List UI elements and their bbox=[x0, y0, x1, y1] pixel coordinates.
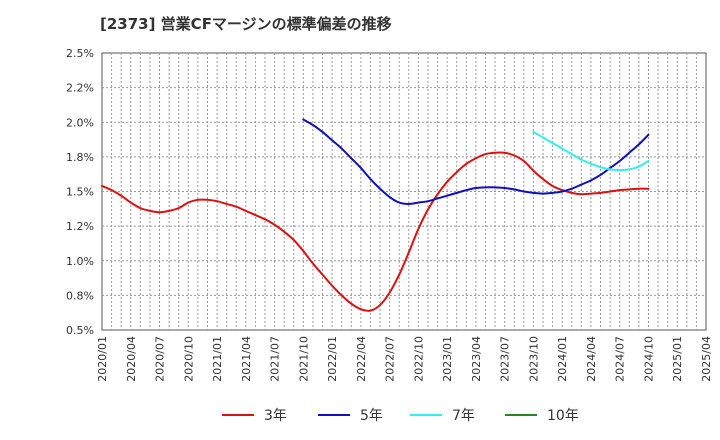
series-line-5年 bbox=[302, 118, 650, 205]
legend-label: 7年 bbox=[452, 408, 475, 424]
y-tick-label: 2.2% bbox=[66, 82, 94, 95]
x-tick-label: 2025/04 bbox=[700, 336, 713, 382]
grid bbox=[102, 53, 706, 330]
x-tick-label: 2022/10 bbox=[412, 336, 425, 382]
x-tick-label: 2024/01 bbox=[556, 336, 569, 382]
x-tick-label: 2023/07 bbox=[499, 336, 512, 382]
x-tick-label: 2025/01 bbox=[671, 336, 684, 382]
y-tick-label: 1.0% bbox=[66, 255, 94, 268]
legend-label: 3年 bbox=[264, 408, 287, 424]
legend-label: 5年 bbox=[360, 408, 383, 424]
x-tick-label: 2021/10 bbox=[297, 336, 310, 382]
x-tick-label: 2020/01 bbox=[96, 336, 109, 382]
series-line-7年 bbox=[532, 130, 650, 172]
x-tick-label: 2021/01 bbox=[211, 336, 224, 382]
x-tick-label: 2023/04 bbox=[470, 336, 483, 382]
y-tick-label: 1.5% bbox=[66, 186, 94, 199]
x-tick-label: 2024/07 bbox=[614, 336, 627, 382]
x-tick-label: 2024/04 bbox=[585, 336, 598, 382]
x-tick-label: 2022/07 bbox=[384, 336, 397, 382]
x-tick-label: 2020/10 bbox=[182, 336, 195, 382]
series-lines bbox=[101, 118, 650, 312]
x-tick-label: 2021/07 bbox=[269, 336, 282, 382]
legend-label: 10年 bbox=[547, 408, 579, 424]
x-tick-label: 2024/10 bbox=[642, 336, 655, 382]
legend: 3年 5年 7年 10年 bbox=[222, 408, 579, 424]
y-tick-label: 1.8% bbox=[66, 151, 94, 164]
x-tick-label: 2023/10 bbox=[527, 336, 540, 382]
x-tick-label: 2020/07 bbox=[154, 336, 167, 382]
x-tick-label: 2023/01 bbox=[441, 336, 454, 382]
x-tick-label: 2021/04 bbox=[240, 336, 253, 382]
x-tick-label: 2022/01 bbox=[326, 336, 339, 382]
y-tick-label: 0.8% bbox=[66, 289, 94, 302]
x-tick-label: 2020/04 bbox=[125, 336, 138, 382]
y-tick-label: 2.5% bbox=[66, 47, 94, 60]
y-tick-label: 2.0% bbox=[66, 116, 94, 129]
y-tick-label: 0.5% bbox=[66, 324, 94, 337]
y-tick-label: 1.2% bbox=[66, 220, 94, 233]
x-axis-ticks: 2020/01 2020/04 2020/07 2020/10 2021/01 2021/… bbox=[96, 336, 713, 382]
y-axis-ticks: 0.5% 0.8% 1.0% 1.2% 1.5% 1.8% 2.0% 2.2% 2.5% bbox=[66, 47, 94, 337]
x-tick-label: 2022/04 bbox=[355, 336, 368, 382]
series-line-3年 bbox=[101, 151, 650, 312]
chart-title: [2373] 営業CFマージンの標準偏差の推移 bbox=[100, 15, 392, 33]
